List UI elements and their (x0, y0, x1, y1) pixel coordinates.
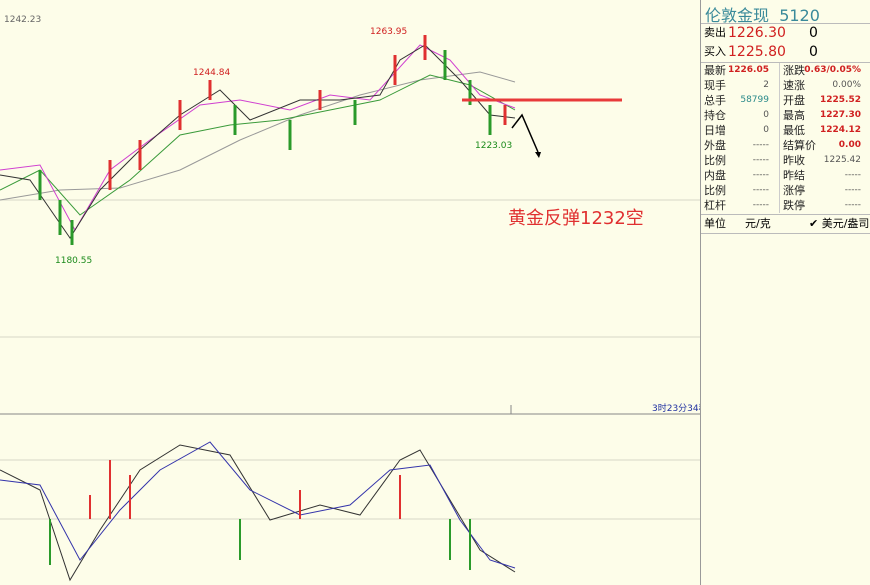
quote-value: 2 (763, 80, 769, 90)
unit-check[interactable]: ✔ 美元/盎司 (809, 217, 870, 230)
quote-value: ----- (844, 200, 861, 210)
quote-label: 最新 (704, 64, 726, 77)
quote-title: 伦敦金现 5120 (705, 2, 820, 26)
quote-row: 比例 ----- 涨停 ----- (701, 183, 870, 198)
candles (38, 35, 507, 245)
macd-hist (49, 460, 471, 570)
instrument-code: 5120 (779, 6, 820, 25)
quote-row: 持仓 0 最高 1227.30 (701, 108, 870, 123)
quote-value: ----- (752, 185, 769, 195)
quote-label: 结算价 (783, 139, 816, 152)
quote-value: 1225.52 (820, 95, 861, 105)
column-separator (779, 63, 780, 78)
quote-value: 58799 (740, 95, 769, 105)
quote-label: 最高 (783, 109, 805, 122)
column-separator (779, 123, 780, 138)
unit-cn: 元/克 (745, 217, 771, 230)
macd-dea (0, 441, 516, 569)
instrument-name: 伦敦金现 (705, 6, 770, 25)
buy-price: 1225.80 (728, 44, 786, 60)
quote-label: 日增 (704, 124, 726, 137)
ma-short (0, 44, 516, 232)
quote-label: 比例 (704, 154, 726, 167)
arrow-path (511, 113, 539, 153)
quote-value: 0.63/0.05% (804, 65, 861, 75)
column-separator (779, 138, 780, 153)
unit-usd: 美元/盎司 (821, 217, 870, 230)
column-separator (779, 78, 780, 93)
sell-row: 卖出 1226.30 0 (701, 23, 870, 42)
quote-label: 杠杆 (704, 199, 726, 212)
quote-label: 速涨 (783, 79, 805, 92)
quote-value: 0.00 (838, 140, 861, 150)
price-chart: 1242.23 1263.95 1244.84 1180.55 1223.03 … (0, 15, 700, 582)
quote-label: 昨收 (783, 154, 805, 167)
quote-value: 1225.42 (823, 155, 861, 165)
grid (0, 199, 700, 520)
unit-label: 单位 (704, 217, 726, 230)
quote-value: 0 (763, 110, 769, 120)
quote-value: ----- (752, 155, 769, 165)
quote-label: 比例 (704, 184, 726, 197)
quote-label: 外盘 (704, 139, 726, 152)
quote-row: 现手 2 速涨 0.00% (701, 78, 870, 93)
quote-row: 比例 ----- 昨收 1225.42 (701, 153, 870, 168)
quote-label: 总手 (704, 94, 726, 107)
quote-value: 1226.05 (728, 65, 769, 75)
sell-volume: 0 (809, 25, 818, 41)
quote-rows: 最新 1226.05 涨跌 0.63/0.05% 现手 2 速涨 0.00% 总手 58799 开盘… (701, 62, 870, 213)
recent-low-label: 1223.03 (475, 141, 512, 151)
peak-label: 1244.84 (193, 68, 230, 78)
buy-row: 买入 1225.80 0 (701, 43, 870, 61)
buy-label: 买入 (704, 45, 726, 58)
quote-value: ----- (752, 200, 769, 210)
quote-value: 0 (763, 125, 769, 135)
arrow-head (535, 152, 541, 158)
quote-row: 最新 1226.05 涨跌 0.63/0.05% (701, 63, 870, 78)
quote-label: 跌停 (783, 199, 805, 212)
quote-label: 最低 (783, 124, 805, 137)
low-label: 1180.55 (55, 256, 92, 266)
buy-volume: 0 (809, 44, 818, 60)
quote-label: 昨结 (783, 169, 805, 182)
column-separator (779, 198, 780, 213)
quote-label: 涨停 (783, 184, 805, 197)
quote-value: ----- (752, 140, 769, 150)
unit-row: 单位 元/克 ✔ 美元/盎司 (701, 214, 870, 234)
sell-label: 卖出 (704, 26, 726, 39)
column-separator (779, 168, 780, 183)
quote-value: ----- (844, 170, 861, 180)
ma-mid (0, 74, 516, 216)
column-separator (779, 183, 780, 198)
column-separator (779, 93, 780, 108)
annotation: 黄金反弹1232空 (508, 208, 644, 229)
quote-row: 总手 58799 开盘 1225.52 (701, 93, 870, 108)
quote-label: 内盘 (704, 169, 726, 182)
quote-label: 开盘 (783, 94, 805, 107)
quote-label: 涨跌 (783, 64, 805, 77)
quote-row: 杠杆 ----- 跌停 ----- (701, 198, 870, 213)
timer: 3时23分34秒 (652, 402, 700, 414)
quote-panel: 伦敦金现 5120 卖出 1226.30 0 买入 1225.80 0 最新 12… (700, 0, 870, 585)
ma-fast (0, 44, 516, 239)
quote-row: 外盘 ----- 结算价 0.00 (701, 138, 870, 153)
quote-value: ----- (844, 185, 861, 195)
quote-value: 1227.30 (820, 110, 861, 120)
quote-row: 内盘 ----- 昨结 ----- (701, 168, 870, 183)
quote-label: 持仓 (704, 109, 726, 122)
column-separator (779, 153, 780, 168)
ma-long (0, 71, 516, 201)
quote-value: ----- (752, 170, 769, 180)
quote-value: 1224.12 (820, 125, 861, 135)
quote-label: 现手 (704, 79, 726, 92)
top-price-label: 1242.23 (4, 15, 41, 25)
quote-row: 日增 0 最低 1224.12 (701, 123, 870, 138)
quote-value: 0.00% (832, 80, 861, 90)
macd-dif (0, 444, 516, 582)
column-separator (779, 108, 780, 123)
sell-price: 1226.30 (728, 25, 786, 41)
high-label: 1263.95 (370, 27, 407, 37)
